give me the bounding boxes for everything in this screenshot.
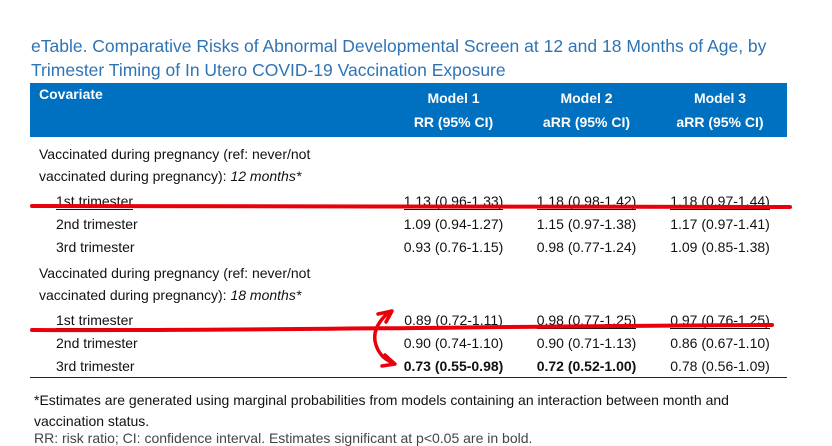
footnote-line-2: vaccination status. xyxy=(34,413,150,429)
table-row: 3rd trimester 0.93 (0.76-1.15) 0.98 (0.7… xyxy=(30,235,787,258)
model-2-header: Model 2 xyxy=(560,90,613,106)
model-1-value: 1.13 (0.96-1.33) xyxy=(403,192,504,210)
model-1-value: 0.89 (0.72-1.11) xyxy=(404,311,503,329)
model-3-value: 0.97 (0.76-1.25) xyxy=(670,311,770,329)
table-row: 2nd trimester 1.09 (0.94-1.27) 1.15 (0.9… xyxy=(30,212,787,235)
table-row: 2nd trimester 0.90 (0.74-1.10) 0.90 (0.7… xyxy=(30,331,787,354)
covariate-header: Covariate xyxy=(39,86,103,102)
results-table: Covariate Model 1 Model 2 Model 3 RR (95… xyxy=(30,83,787,378)
trimester-label: 2nd trimester xyxy=(56,215,138,232)
trimester-label: 3rd trimester xyxy=(30,354,387,378)
group-label-row: Vaccinated during pregnancy (ref: never/… xyxy=(30,137,787,189)
footnote: *Estimates are generated using marginal … xyxy=(34,390,814,432)
model-2-metric: aRR (95% CI) xyxy=(542,114,631,130)
model-2-value: 0.98 (0.77-1.25) xyxy=(536,311,637,329)
model-3-metric: aRR (95% CI) xyxy=(676,114,764,130)
model-2-value: 1.15 (0.97-1.38) xyxy=(536,215,637,232)
trimester-label: 1st trimester xyxy=(56,192,134,210)
model-2-value: 0.90 (0.71-1.13) xyxy=(536,334,637,351)
footnote-cut-line: RR: risk ratio; CI: confidence interval.… xyxy=(34,430,533,446)
title-line-1: eTable. Comparative Risks of Abnormal De… xyxy=(31,36,767,56)
group-label-12-months: Vaccinated during pregnancy (ref: never/… xyxy=(39,146,311,184)
model-3-value: 1.18 (0.97-1.44) xyxy=(670,192,770,210)
model-2-value: 1.18 (0.98-1.42) xyxy=(536,192,637,210)
group-label-18-months: Vaccinated during pregnancy (ref: never/… xyxy=(39,265,311,303)
model-3-value: 0.86 (0.67-1.10) xyxy=(670,334,770,351)
table-row: 3rd trimester 0.73 (0.55-0.98) 0.72 (0.5… xyxy=(30,354,787,378)
table-row: 1st trimester 0.89 (0.72-1.11) 0.98 (0.7… xyxy=(30,308,787,331)
footnote-line-1: *Estimates are generated using marginal … xyxy=(34,392,729,408)
table-row: 1st trimester 1.13 (0.96-1.33) 1.18 (0.9… xyxy=(30,189,787,212)
model-1-metric: RR (95% CI) xyxy=(413,114,494,130)
model-1-header: Model 1 xyxy=(427,90,480,106)
trimester-label: 2nd trimester xyxy=(56,334,138,351)
trimester-label: 3rd trimester xyxy=(56,238,135,255)
model-1-value: 1.09 (0.94-1.27) xyxy=(403,215,504,232)
model-3-value: 0.78 (0.56-1.09) xyxy=(653,354,787,378)
table-title: eTable. Comparative Risks of Abnormal De… xyxy=(31,34,821,82)
group-label-row: Vaccinated during pregnancy (ref: never/… xyxy=(30,258,787,308)
model-3-value: 1.09 (0.85-1.38) xyxy=(670,238,770,255)
model-1-value-bold: 0.73 (0.55-0.98) xyxy=(387,354,520,378)
model-3-value: 1.17 (0.97-1.41) xyxy=(670,215,770,232)
model-1-value: 0.93 (0.76-1.15) xyxy=(403,238,504,255)
model-3-header: Model 3 xyxy=(693,90,747,106)
model-2-value-bold: 0.72 (0.52-1.00) xyxy=(520,354,653,378)
model-1-value: 0.90 (0.74-1.10) xyxy=(403,334,504,351)
title-line-2: Trimester Timing of In Utero COVID-19 Va… xyxy=(31,60,506,80)
header-row: Covariate Model 1 Model 2 Model 3 xyxy=(30,83,787,110)
trimester-label: 1st trimester xyxy=(56,311,134,329)
model-2-value: 0.98 (0.77-1.24) xyxy=(536,238,637,255)
